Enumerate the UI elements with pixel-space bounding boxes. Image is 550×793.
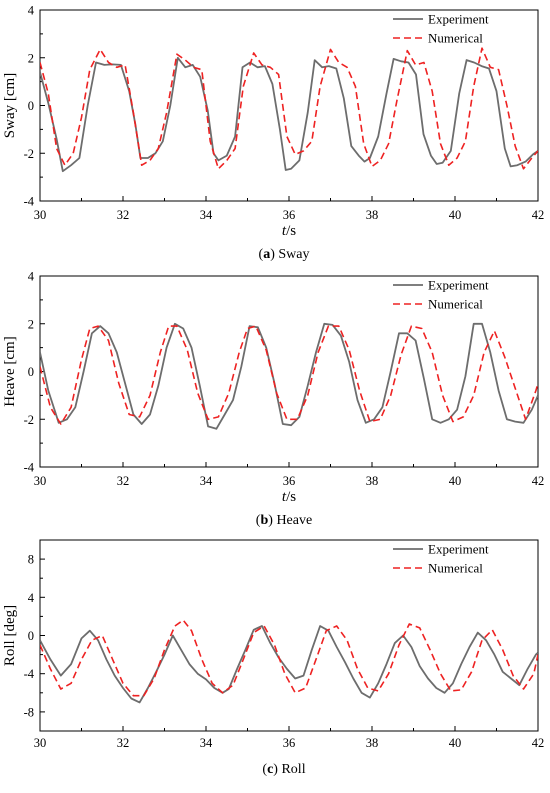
x-tick-label: 38 (366, 736, 379, 750)
x-tick-label: 40 (449, 208, 462, 222)
x-tick-label: 34 (200, 208, 213, 222)
panel-caption: (a) Sway (259, 247, 310, 262)
x-tick-label: 36 (283, 736, 296, 750)
x-axis-label: t/s (282, 223, 296, 239)
panel-caption-letter: a (263, 247, 270, 262)
y-tick-label: 4 (28, 591, 35, 605)
y-tick-label: 2 (28, 317, 34, 331)
y-tick-label: -8 (24, 705, 34, 719)
panel-caption-text: Roll (281, 762, 305, 777)
x-axis-label-unit: /s (286, 489, 296, 505)
x-tick-label: 42 (532, 474, 545, 488)
y-tick-label: -4 (24, 667, 35, 681)
y-axis-label: Sway [cm] (2, 73, 18, 138)
x-tick-label: 42 (532, 208, 545, 222)
panel-caption: (c) Roll (262, 762, 305, 777)
chart-panel-roll: 30 32 34 36 38 40 42 -8 -4 0 4 8 Roll [deg] Experimen… (2, 539, 545, 777)
y-axis-label: Roll [deg] (2, 605, 18, 666)
x-tick-label: 32 (117, 474, 130, 488)
x-axis-label: t/s (282, 489, 296, 505)
x-tick-label: 30 (34, 736, 47, 750)
x-tick-label: 34 (200, 736, 213, 750)
x-axis-label-var: t (282, 489, 287, 505)
y-tick-label: 2 (28, 51, 34, 65)
panel-caption-text: Sway (278, 247, 309, 262)
legend-label-experiment: Experiment (428, 542, 489, 557)
x-axis-label-var: t (282, 223, 287, 239)
y-tick-label: 8 (28, 553, 34, 567)
legend-label-numerical: Numerical (428, 31, 483, 46)
x-tick-label: 32 (117, 208, 130, 222)
chart-panel-sway: 30 32 34 36 38 40 42 -4 -2 0 2 4 Sway [cm] t/s Experim… (2, 4, 544, 263)
panel-caption-letter: c (267, 762, 273, 777)
x-axis-label-unit: /s (286, 223, 296, 239)
series-line-experiment (40, 56, 538, 173)
series-line-numerical (40, 325, 538, 425)
panel-caption: (b) Heave (256, 513, 312, 528)
x-tick-label: 30 (34, 474, 47, 488)
panel-caption-text: Heave (276, 513, 312, 528)
y-tick-label: 0 (28, 629, 34, 643)
series-line-experiment (40, 322, 538, 430)
y-tick-label: 4 (28, 4, 35, 18)
x-tick-label: 40 (449, 474, 462, 488)
series-line-numerical (40, 619, 538, 697)
y-tick-label: 4 (28, 270, 35, 284)
legend-label-experiment: Experiment (428, 12, 489, 27)
x-tick-label: 32 (117, 736, 130, 750)
x-tick-label: 42 (532, 736, 545, 750)
y-tick-label: -4 (24, 195, 35, 209)
y-axis-label: Heave [cm] (2, 336, 18, 406)
x-tick-label: 36 (283, 208, 296, 222)
series-line-experiment (40, 625, 538, 704)
y-tick-label: 0 (28, 365, 34, 379)
x-tick-label: 40 (449, 736, 462, 750)
panel-caption-letter: b (260, 513, 268, 528)
y-tick-label: 0 (28, 99, 34, 113)
series-line-numerical (40, 47, 538, 170)
x-tick-label: 36 (283, 474, 296, 488)
x-tick-label: 38 (366, 208, 379, 222)
y-tick-label: -2 (24, 413, 34, 427)
y-tick-label: -4 (24, 461, 35, 475)
chart-panel-heave: 30 32 34 36 38 40 42 -4 -2 0 2 4 Heave [cm] t/s Experi… (2, 270, 544, 529)
legend-label-numerical: Numerical (428, 561, 483, 576)
legend-label-experiment: Experiment (428, 278, 489, 293)
x-tick-label: 38 (366, 474, 379, 488)
x-tick-label: 30 (34, 208, 47, 222)
x-tick-label: 34 (200, 474, 213, 488)
y-tick-label: -2 (24, 147, 34, 161)
legend-label-numerical: Numerical (428, 297, 483, 312)
